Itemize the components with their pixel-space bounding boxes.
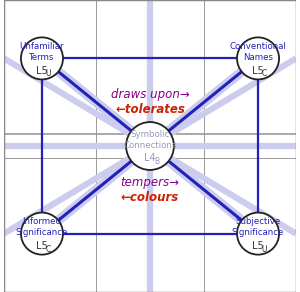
Text: L5: L5 — [252, 66, 264, 76]
Text: U: U — [262, 245, 267, 253]
Text: ←colours: ←colours — [121, 191, 179, 204]
Text: L4: L4 — [144, 153, 156, 163]
Circle shape — [21, 213, 63, 255]
Text: C: C — [46, 245, 51, 253]
Text: L5: L5 — [36, 66, 48, 76]
Text: C: C — [262, 69, 267, 78]
Text: Conventional
Names: Conventional Names — [230, 42, 286, 62]
Text: L5: L5 — [252, 241, 264, 251]
Text: tempers→: tempers→ — [121, 176, 179, 189]
Text: Subjective
Significance: Subjective Significance — [232, 217, 284, 237]
Text: L5: L5 — [36, 241, 48, 251]
Text: ←tolerates: ←tolerates — [115, 103, 185, 116]
Text: Symbolic
Connections: Symbolic Connections — [123, 130, 177, 150]
Text: Unfamiliar
Terms: Unfamiliar Terms — [20, 42, 64, 62]
Text: Informed
Significance: Informed Significance — [16, 217, 68, 237]
Circle shape — [126, 122, 174, 170]
Text: U: U — [46, 69, 51, 78]
Circle shape — [237, 37, 279, 79]
Circle shape — [21, 37, 63, 79]
Circle shape — [237, 213, 279, 255]
Text: draws upon→: draws upon→ — [111, 88, 189, 101]
Text: B: B — [154, 157, 159, 166]
